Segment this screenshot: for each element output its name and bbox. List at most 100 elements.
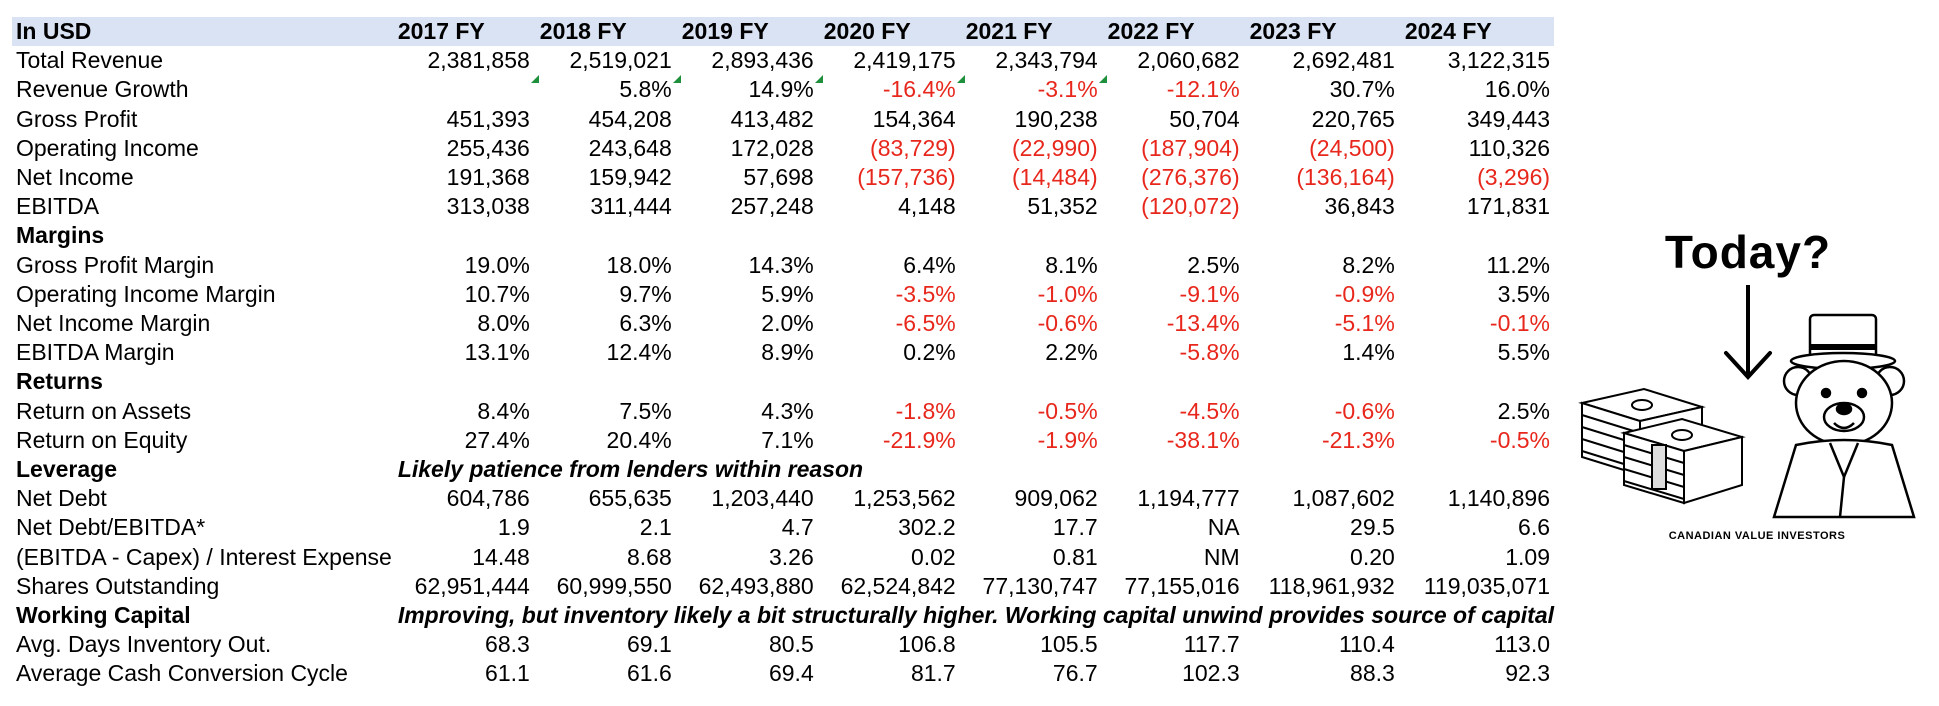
value-cell: 1.09 (1399, 543, 1554, 572)
header-currency: In USD (12, 17, 392, 47)
cell-value: (22,990) (1012, 134, 1098, 161)
cell-value: 5.5% (1497, 339, 1551, 366)
table-row: Net Income 191,368 159,942 57,698 (157,736) (… (12, 163, 1554, 192)
value-cell: 61.1 (392, 659, 534, 688)
cell-value: 8.4% (477, 397, 530, 424)
section-note (392, 221, 1554, 250)
value-cell: -5.8% (1102, 338, 1244, 367)
section-row: Returns (12, 367, 1554, 396)
cell-value: -1.0% (1037, 280, 1098, 307)
value-cell: 29.5 (1244, 513, 1399, 542)
value-cell: 1.4% (1244, 338, 1399, 367)
table-row: Shares Outstanding 62,951,444 60,999,550 62… (12, 572, 1554, 601)
value-cell: 2,419,175 (818, 46, 960, 75)
cell-value: 27.4% (464, 426, 530, 453)
header-year: 2018 FY (533, 17, 676, 47)
value-cell: 119,035,071 (1399, 572, 1554, 601)
value-cell: 349,443 (1399, 105, 1554, 134)
value-cell: -3.5% (818, 280, 960, 309)
cell-value: 8.9% (761, 339, 814, 366)
cell-value: 8.2% (1342, 251, 1395, 278)
cvi-logo: Today? (1578, 225, 1936, 545)
header-row: In USD 2017 FY 2018 FY 2019 FY 2020 FY 2021 F… (12, 17, 1555, 47)
value-cell: 14.9% (676, 75, 823, 104)
cell-value: 2,343,794 (995, 47, 1098, 74)
cell-value: 68.3 (485, 631, 530, 658)
cell-value: 4.3% (761, 397, 814, 424)
cell-value: 2.5% (1187, 251, 1240, 278)
cell-value: 0.81 (1052, 543, 1098, 570)
logo-title: Today? (1664, 226, 1832, 278)
cell-value: 159,942 (588, 164, 672, 191)
value-cell: -6.5% (818, 309, 960, 338)
cell-value: -0.5% (1489, 426, 1551, 453)
value-cell: 110.4 (1244, 630, 1399, 659)
logo-caption: CANADIAN VALUE INVESTORS (1668, 530, 1846, 542)
table-row: EBITDA 313,038 311,444 257,248 4,148 51,352 (1… (12, 192, 1554, 221)
value-cell: 2.5% (1399, 397, 1554, 426)
cell-value: 8.0% (477, 310, 530, 337)
value-cell: 14.48 (392, 543, 534, 572)
cell-value: 1,253,562 (853, 485, 956, 512)
value-cell: 2,381,858 (392, 46, 534, 75)
cell-value: 69.1 (627, 631, 672, 658)
section-label: Leverage (16, 456, 118, 483)
value-cell: -0.5% (960, 397, 1102, 426)
cell-value: 6.3% (619, 310, 672, 337)
cell-value: 154,364 (872, 105, 956, 132)
value-cell: 2,343,794 (960, 46, 1102, 75)
value-cell: 2.1 (534, 513, 676, 542)
cell-value: -21.3% (1321, 426, 1395, 453)
value-cell: 1,253,562 (818, 484, 960, 513)
cell-value: 2.1 (639, 514, 672, 541)
value-cell: 14.3% (676, 251, 818, 280)
cell-value: 20.4% (606, 426, 672, 453)
row-label: Revenue Growth (16, 76, 189, 103)
cell-value: -21.9% (882, 426, 956, 453)
cell-value: -1.9% (1037, 426, 1098, 453)
cell-value: 19.0% (464, 251, 530, 278)
value-cell: 113.0 (1399, 630, 1554, 659)
header-year: 2017 FY (391, 17, 534, 47)
cell-value: 4,148 (898, 193, 956, 220)
header-year: 2023 FY (1243, 17, 1399, 47)
cell-value: 10.7% (464, 280, 530, 307)
value-cell: (276,376) (1102, 163, 1244, 192)
value-cell: 117.7 (1102, 630, 1244, 659)
cell-value: (187,904) (1141, 134, 1240, 161)
cell-value: 81.7 (910, 660, 956, 687)
value-cell: -21.9% (818, 426, 960, 455)
value-cell: 6.6 (1399, 513, 1554, 542)
section-note: Likely patience from lenders within reas… (397, 456, 864, 483)
value-cell: 3.5% (1399, 280, 1554, 309)
cell-value: 106.8 (898, 631, 956, 658)
value-cell: 13.1% (392, 338, 534, 367)
cell-value: 92.3 (1505, 660, 1551, 687)
row-label: Average Cash Conversion Cycle (16, 660, 348, 687)
cell-value: 14.9% (748, 76, 814, 103)
cell-value: 76.7 (1052, 660, 1098, 687)
table-row: Net Debt 604,786 655,635 1,203,440 1,253,562… (12, 484, 1554, 513)
cell-value: 2,692,481 (1292, 47, 1395, 74)
value-cell: 77,130,747 (960, 572, 1102, 601)
cell-value: 2,419,175 (853, 47, 956, 74)
cell-value: 16.0% (1484, 76, 1551, 103)
cell-value: 62,524,842 (840, 572, 956, 599)
cell-value: -0.1% (1489, 310, 1551, 337)
value-cell: 8.68 (534, 543, 676, 572)
value-cell: -21.3% (1244, 426, 1399, 455)
table-row: (EBITDA - Capex) / Interest Expense 14.48… (12, 543, 1554, 572)
cell-value: 9.7% (619, 280, 672, 307)
value-cell: -13.4% (1102, 309, 1244, 338)
cell-value: (120,072) (1141, 193, 1240, 220)
value-cell: 5.8% (534, 75, 681, 104)
cell-value: 190,238 (1014, 105, 1098, 132)
cell-value: 0.02 (910, 543, 956, 570)
header-year: 2024 FY (1398, 17, 1555, 47)
cell-value: (83,729) (870, 134, 956, 161)
value-cell: -16.4% (818, 75, 965, 104)
cell-value: 61.6 (627, 660, 672, 687)
cell-value: -12.1% (1166, 76, 1240, 103)
value-cell: 0.20 (1244, 543, 1399, 572)
cell-value: 8.1% (1045, 251, 1098, 278)
